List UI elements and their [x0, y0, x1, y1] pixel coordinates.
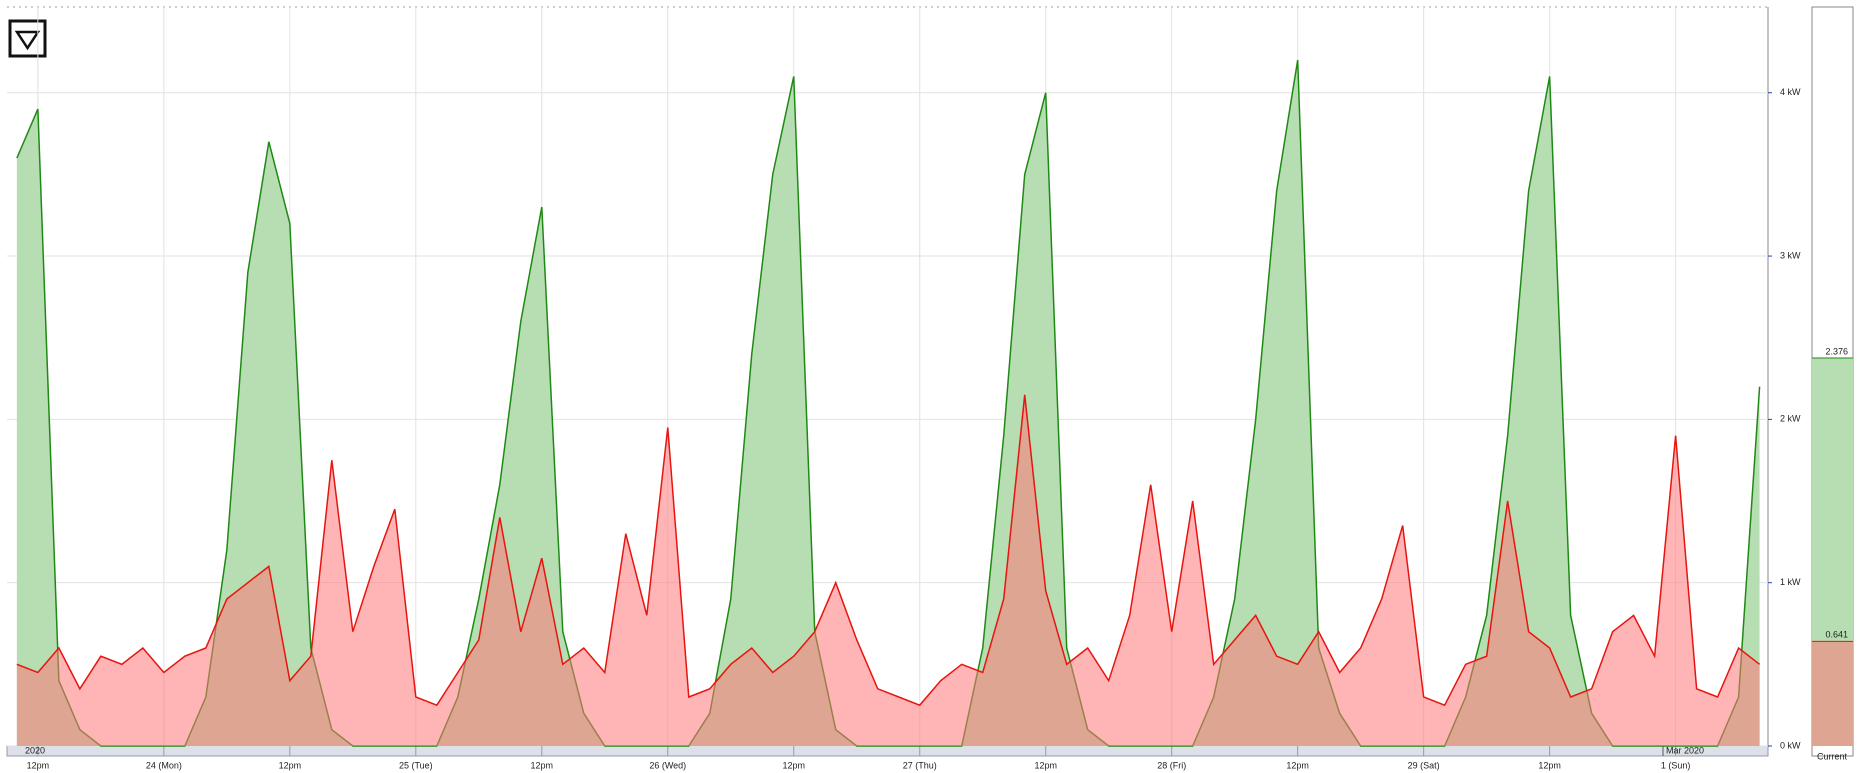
x-tick-label: 12pm: [27, 760, 50, 770]
current-value: 2.376: [1825, 346, 1848, 356]
x-tick-label: 24 (Mon): [146, 760, 182, 770]
line: [16, 394, 1761, 707]
date-band: [6, 745, 1769, 757]
current-value: 0.641: [1825, 630, 1848, 640]
y-tick-label: 3 kW: [1780, 250, 1801, 260]
period-label: Mar 2020: [1666, 745, 1704, 755]
y-tick-label: 4 kW: [1780, 87, 1801, 97]
y-tick-label: 0 kW: [1780, 740, 1801, 750]
y-tick-label: 2 kW: [1780, 414, 1801, 424]
x-tick-label: 29 (Sat): [1408, 760, 1440, 770]
current-label: Current: [1817, 751, 1848, 761]
menu-button[interactable]: [8, 19, 47, 58]
x-tick-label: 1 (Sun): [1661, 760, 1691, 770]
plot: 0 kW 1 kW 2 kW 3 kW 4 kW 12pm 24 (Mon) 12pm 25 (…: [7, 7, 1853, 770]
x-tick-label: 12pm: [1034, 760, 1057, 770]
x-tick-label: 25 (Tue): [399, 760, 433, 770]
current-bar: [1812, 641, 1853, 746]
x-tick-label: 28 (Fri): [1157, 760, 1186, 770]
x-tick-label: 12pm: [279, 760, 302, 770]
x-tick-label: 12pm: [1538, 760, 1561, 770]
x-tick-label: 27 (Thu): [903, 760, 937, 770]
x-tick-label: 12pm: [1286, 760, 1309, 770]
menu-icon: [14, 30, 41, 51]
x-tick-label: 26 (Wed): [649, 760, 686, 770]
menu-box[interactable]: [8, 19, 47, 58]
x-tick-label: 12pm: [782, 760, 805, 770]
period-label: 2020: [25, 745, 45, 755]
y-tick-label: 1 kW: [1780, 577, 1801, 587]
x-tick-label: 12pm: [531, 760, 554, 770]
area-fill: [16, 394, 1760, 746]
